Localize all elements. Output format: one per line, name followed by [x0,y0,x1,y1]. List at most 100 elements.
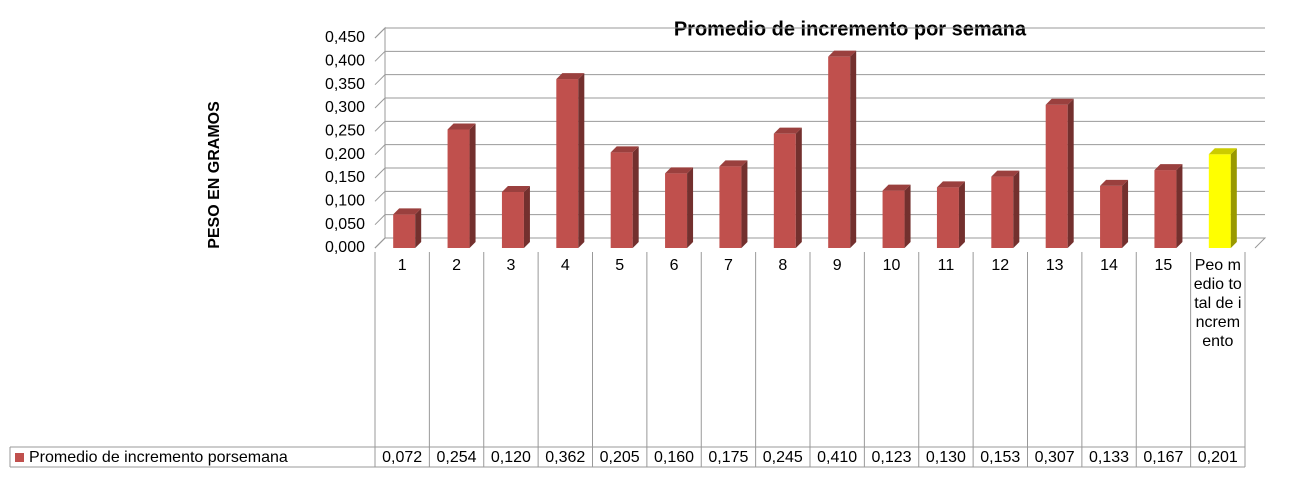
category-cell: 10 [882,257,901,274]
bar-side [1230,148,1237,248]
bar-side [1013,170,1020,248]
x-tick-label: 11 [937,257,955,274]
y-tick-label: 0,450 [325,29,365,46]
value-label: 0,160 [654,449,694,466]
bar-side [904,184,911,248]
category-cell: 8 [778,257,788,274]
bar-side [578,73,585,248]
category-cell: 6 [669,257,679,274]
bar-top [610,146,639,153]
x-tick-label: 2 [452,257,462,274]
bar-side [523,186,530,248]
value-label: 0,133 [1089,449,1129,466]
grid-line [374,167,1265,179]
bar-side [958,181,965,248]
y-tick-label: 0,000 [325,239,365,256]
category-cell: 4 [560,257,570,274]
category-cell: 7 [723,257,733,274]
y-tick-label: 0,100 [325,193,365,210]
x-tick-label: 4 [560,257,570,274]
bar [936,187,959,248]
bar [773,133,796,248]
bar [991,176,1014,248]
grid-line [374,144,1265,156]
y-tick-label: 0,200 [325,146,365,163]
bar [556,79,579,248]
bar [719,166,742,248]
value-label: 0,167 [1143,449,1183,466]
value-label: 0,072 [382,449,422,466]
value-label: 0,120 [491,449,531,466]
value-label: 0,410 [817,449,857,466]
bar-top [1154,164,1183,171]
bar [1100,185,1123,248]
value-label: 0,205 [600,449,640,466]
value-label: 0,123 [872,449,912,466]
y-tick-label: 0,150 [325,169,365,186]
grid-line [374,97,1265,109]
category-cell: 1 [397,257,407,274]
grid-line [374,237,1265,249]
x-tick-label: 1 [397,257,407,274]
bar-side [1122,179,1129,248]
category-cell: Peo medio total de incremento [1193,257,1242,350]
category-cell: 12 [991,257,1009,274]
x-tick-label: 7 [723,257,733,274]
x-tick-label: 5 [615,257,625,274]
y-tick-label: 0,050 [325,216,365,233]
x-tick-label: 6 [669,257,679,274]
grid-line [374,74,1265,86]
bar-top [991,170,1020,177]
category-cell: 2 [452,257,462,274]
bar-top [882,184,911,191]
bar-top [447,123,476,130]
bar-top [665,167,694,174]
value-label: 0,130 [926,449,966,466]
category-cell: 13 [1046,257,1064,274]
value-label: 0,245 [763,449,803,466]
grid-line [374,50,1265,62]
category-cell: 11 [937,257,955,274]
x-tick-label: 10 [882,257,901,274]
bar-side [632,146,639,248]
category-cell: 14 [1100,257,1118,274]
value-label: 0,362 [545,449,585,466]
grid-line [374,190,1265,202]
grid-line [374,120,1265,132]
bar [882,190,905,248]
y-tick-label: 0,300 [325,99,365,116]
bar-side [415,208,422,248]
bar-side [795,127,802,248]
y-tick-label: 0,250 [325,123,365,140]
bar [501,192,524,248]
y-tick-label: 0,400 [325,53,365,70]
grid-line [374,214,1265,226]
x-tick-label: 3 [506,257,516,274]
category-cell: 3 [506,257,516,274]
category-cell: 5 [615,257,625,274]
bar-side [1176,164,1183,248]
bar [1154,170,1177,248]
bar [1208,154,1231,248]
bar-side [687,167,694,248]
bar-top [1100,179,1129,186]
bar-top [1045,98,1074,105]
bar-top [828,50,857,57]
x-tick-label: 15 [1154,257,1173,274]
bar-top [393,208,422,215]
bar-side [741,160,748,248]
x-tick-label: 8 [778,257,788,274]
y-tick-label: 0,350 [325,76,365,93]
bar [393,214,416,248]
x-tick-label: 9 [832,257,842,274]
bar-top [773,127,802,134]
value-label: 0,254 [437,449,477,466]
bar-top [1208,148,1237,155]
bar [665,173,688,248]
bar-top [501,186,530,192]
value-label: 0,307 [1035,449,1075,466]
x-tick-label: Peo medio total de incremento [1193,257,1242,350]
bar-side [850,50,857,248]
legend-label: Promedio de incremento porsemana [29,449,288,466]
